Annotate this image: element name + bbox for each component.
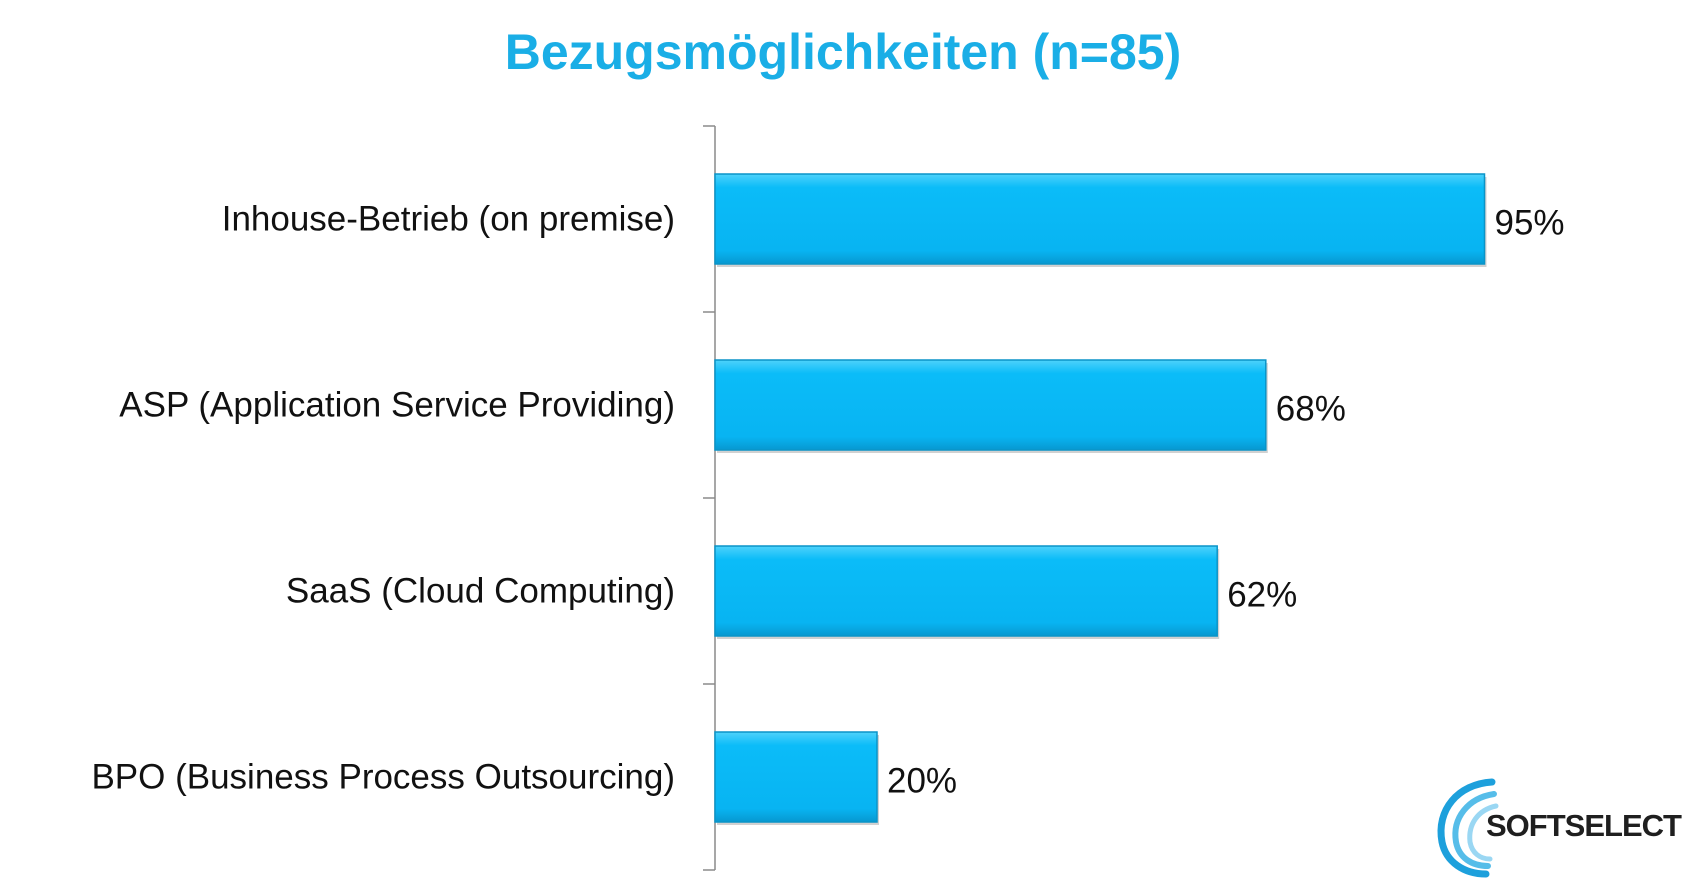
data-label: 62%: [1227, 576, 1297, 615]
bar: [714, 359, 1267, 451]
data-label: 20%: [887, 762, 957, 801]
category-label: ASP (Application Service Providing): [119, 386, 675, 425]
category-label: SaaS (Cloud Computing): [286, 572, 675, 611]
bar: [714, 545, 1218, 637]
bars: [714, 173, 1487, 825]
softselect-logo: SOFTSELECT: [1430, 770, 1682, 880]
bar: [714, 731, 878, 823]
bar: [714, 173, 1486, 265]
chart-title: Bezugsmöglichkeiten (n=85): [504, 24, 1182, 80]
data-label: 95%: [1495, 204, 1565, 243]
category-axis: [703, 125, 716, 871]
labels: Inhouse-Betrieb (on premise) 95% ASP (Appl…: [91, 200, 1564, 801]
category-label: BPO (Business Process Outsourcing): [91, 758, 675, 797]
data-label: 68%: [1276, 390, 1346, 429]
logo-text: SOFTSELECT: [1486, 808, 1682, 843]
category-label: Inhouse-Betrieb (on premise): [222, 200, 675, 239]
swirl-logo-icon: [1437, 778, 1499, 878]
